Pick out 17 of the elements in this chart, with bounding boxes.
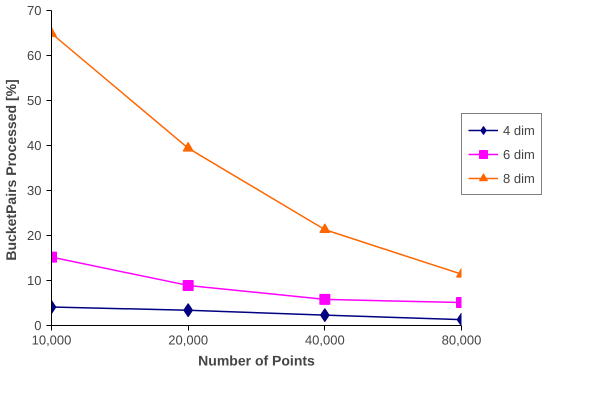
x-tick-label: 20,000 [168,332,208,348]
legend-label: 4 dim [503,122,535,138]
legend-label: 6 dim [503,146,535,162]
y-tick-label: 60 [27,48,42,63]
y-axis-title: BucketPairs Processed [%] [3,79,20,261]
y-tick-label: 0 [34,318,42,333]
y-tick-label: 30 [27,183,42,198]
y-tick-label: 70 [27,3,42,18]
x-axis-title: Number of Points [198,352,316,368]
x-tick-label: 40,000 [304,332,345,348]
x-tick-label: 10,000 [32,332,72,348]
x-tick-label: 80,000 [442,332,482,348]
y-tick-label: 40 [27,138,42,153]
y-tick-label: 20 [27,228,42,243]
legend-label: 8 dim [503,170,535,186]
y-tick-label: 50 [27,93,42,108]
y-tick-label: 10 [27,273,42,288]
